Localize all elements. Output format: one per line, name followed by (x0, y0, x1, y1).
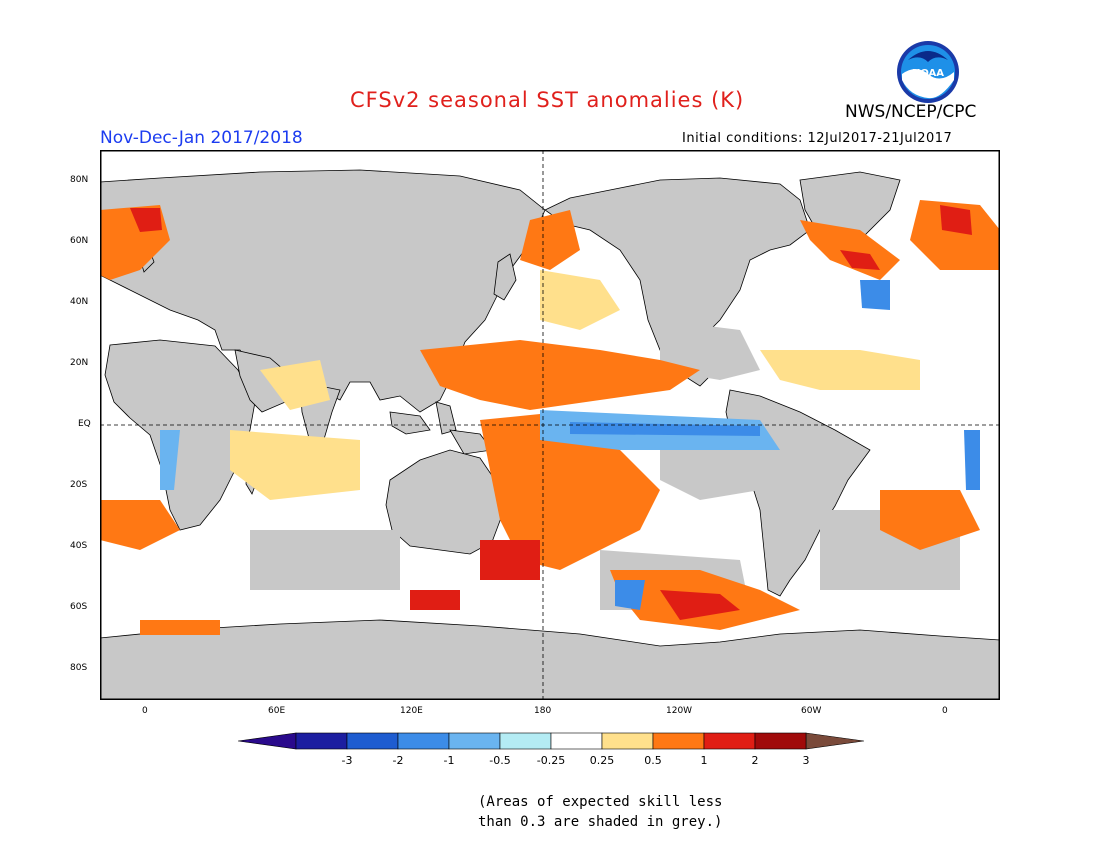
legend-overflow-triangle (805, 732, 865, 750)
legend-color-swatch (754, 732, 807, 750)
footnote: (Areas of expected skill less than 0.3 a… (478, 792, 722, 832)
lon-label: 60W (801, 706, 822, 716)
legend-color-swatch (601, 732, 654, 750)
legend-color-swatch (397, 732, 450, 750)
lat-label: 80S (70, 663, 88, 673)
legend-tick-label: 0.25 (590, 754, 615, 767)
map-title: CFSv2 seasonal SST anomalies (K) (350, 88, 745, 112)
legend-color-swatch (499, 732, 552, 750)
footnote-line: (Areas of expected skill less (478, 794, 723, 810)
lat-label: 80N (70, 175, 89, 185)
sst-anomaly-map (99, 150, 1001, 701)
legend-color-swatch (652, 732, 705, 750)
legend-color-swatch (703, 732, 756, 750)
anomaly-patches (100, 200, 1000, 635)
noaa-logo: NOAA (896, 40, 960, 104)
lat-label: EQ (78, 419, 91, 429)
legend-color-swatch (346, 732, 399, 750)
color-legend: -3 -2 -1 -0.5 -0.25 0.25 0.5 1 2 3 (237, 731, 865, 771)
legend-tick-label: -0.5 (489, 754, 510, 767)
lat-label: 60S (70, 602, 88, 612)
color-legend-bar: -3 -2 -1 -0.5 -0.25 0.25 0.5 1 2 3 (237, 732, 865, 767)
legend-underflow-triangle (237, 732, 297, 750)
legend-tick-label: 2 (752, 754, 759, 767)
lat-label: 20S (70, 480, 88, 490)
legend-tick-label: 0.5 (644, 754, 662, 767)
lon-label: 0 (942, 706, 948, 716)
lon-label: 0 (142, 706, 148, 716)
legend-color-swatch (295, 732, 348, 750)
lon-label: 120E (400, 706, 423, 716)
map-frame (100, 150, 1000, 700)
legend-tick-label: 3 (803, 754, 810, 767)
legend-tick-label: -0.25 (537, 754, 565, 767)
lat-label: 20N (70, 358, 89, 368)
lat-label: 40S (70, 541, 88, 551)
forecast-period: Nov-Dec-Jan 2017/2018 (100, 128, 303, 148)
initial-conditions: Initial conditions: 12Jul2017-21Jul2017 (682, 131, 953, 146)
map-canvas (99, 150, 1001, 701)
lon-label: 60E (268, 706, 286, 716)
agency-label: NWS/NCEP/CPC (845, 102, 977, 122)
lat-label: 40N (70, 297, 89, 307)
legend-color-swatch (550, 732, 603, 750)
lat-label: 60N (70, 236, 89, 246)
legend-tick-label: -3 (342, 754, 353, 767)
noaa-logo-text: NOAA (912, 68, 944, 79)
lon-label: 180 (534, 706, 552, 716)
legend-tick-label: -2 (393, 754, 404, 767)
legend-tick-label: -1 (444, 754, 455, 767)
lon-label: 120W (666, 706, 693, 716)
legend-color-swatch (448, 732, 501, 750)
legend-tick-label: 1 (701, 754, 708, 767)
footnote-line: than 0.3 are shaded in grey.) (478, 814, 723, 830)
